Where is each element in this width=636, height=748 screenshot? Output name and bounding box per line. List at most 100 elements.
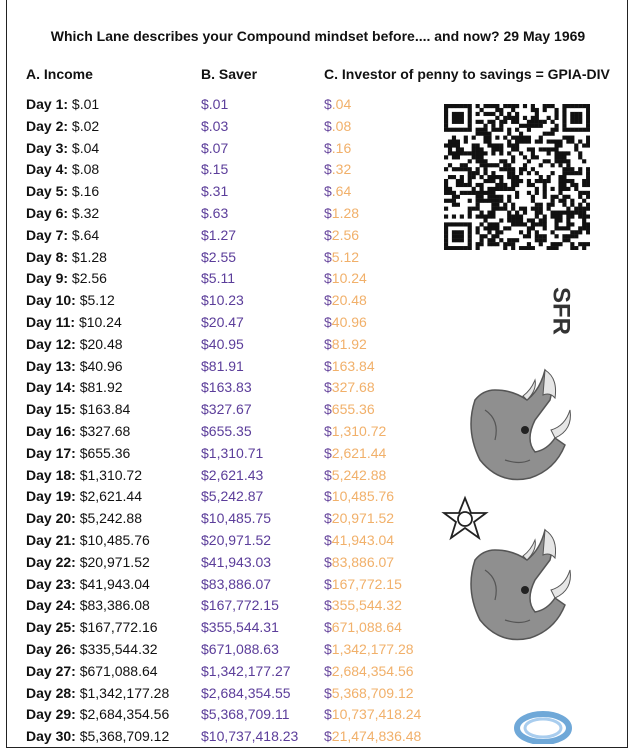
investor-value: .64 — [331, 183, 352, 200]
investor-value: 10,485.76 — [331, 488, 395, 505]
income-value: $40.96 — [79, 357, 123, 374]
income-value: $167,772.16 — [79, 619, 158, 636]
investor-row: $5,242.88 — [324, 465, 421, 487]
saver-value: $5,242.87 — [201, 488, 264, 505]
income-row: Day 28: $1,342,177.28 — [26, 683, 169, 705]
saver-value: $2,684,354.55 — [201, 684, 291, 701]
saver-value: $.01 — [201, 96, 229, 112]
investor-row: $81.92 — [324, 334, 421, 356]
income-row: Day 15: $163.84 — [26, 399, 169, 421]
income-value: $.08 — [71, 161, 100, 178]
day-label: Day 19: — [26, 488, 76, 505]
investor-row: $327.68 — [324, 377, 421, 399]
investor-value: 81.92 — [331, 335, 367, 352]
day-label: Day 4: — [26, 161, 69, 178]
saver-value: $671,088.63 — [201, 640, 279, 657]
income-row: Day 19: $2,621.44 — [26, 486, 169, 508]
investor-dollar-sign: $ — [324, 379, 332, 396]
page-title: Which Lane describes your Compound minds… — [50, 28, 586, 44]
income-row: Day 25: $167,772.16 — [26, 617, 169, 639]
saver-value: $2,621.43 — [201, 466, 264, 483]
investor-dollar-sign: $ — [324, 270, 332, 287]
investor-row: $5.12 — [324, 247, 421, 269]
day-label: Day 29: — [26, 706, 76, 723]
income-value: $41,943.04 — [79, 575, 150, 592]
saver-value: $.07 — [201, 139, 229, 156]
investor-row: $10,737,418.24 — [324, 704, 421, 726]
saver-value: $40.95 — [201, 335, 244, 352]
day-label: Day 1: — [26, 96, 69, 112]
investor-value: 40.96 — [331, 313, 367, 330]
income-value: $20,971.52 — [79, 553, 150, 570]
saver-value: $163.83 — [201, 379, 252, 396]
saver-value: $10,485.75 — [201, 510, 272, 527]
income-value: $.01 — [71, 96, 100, 112]
investor-value: 167,772.15 — [331, 575, 402, 592]
income-row: Day 17: $655.36 — [26, 443, 169, 465]
investor-dollar-sign: $ — [324, 335, 332, 352]
saver-value: $20.47 — [201, 313, 244, 330]
investor-dollar-sign: $ — [324, 161, 332, 178]
saver-column: $.01 $.03 $.07 $.15 $.31 $.63 $1.27 $2.55 $5.11 $… — [201, 94, 298, 748]
income-value: $671,088.64 — [79, 662, 158, 679]
saver-value: $167,772.15 — [201, 597, 279, 614]
investor-value: .08 — [331, 117, 352, 134]
income-value: $.16 — [71, 183, 100, 200]
column-header-income: A. Income — [26, 66, 93, 82]
day-label: Day 26: — [26, 640, 76, 657]
day-label: Day 5: — [26, 183, 69, 200]
investor-row: $.64 — [324, 181, 421, 203]
investor-value: .04 — [331, 96, 352, 112]
investor-value: 21,474,836.48 — [331, 728, 422, 745]
income-row: Day 18: $1,310.72 — [26, 465, 169, 487]
income-row: Day 20: $5,242.88 — [26, 508, 169, 530]
investor-row: $2.56 — [324, 225, 421, 247]
income-value: $.64 — [71, 226, 100, 243]
investor-dollar-sign: $ — [324, 466, 332, 483]
income-row: Day 23: $41,943.04 — [26, 574, 169, 596]
investor-dollar-sign: $ — [324, 96, 332, 112]
saver-value: $2.55 — [201, 248, 237, 265]
investor-row: $41,943.04 — [324, 530, 421, 552]
sfr-logo-text: SFR — [548, 287, 575, 335]
investor-value: 1,342,177.28 — [331, 640, 414, 657]
investor-dollar-sign: $ — [324, 510, 332, 527]
income-row: Day 7: $.64 — [26, 225, 169, 247]
income-row: Day 26: $335,544.32 — [26, 639, 169, 661]
income-value: $655.36 — [79, 444, 131, 461]
investor-dollar-sign: $ — [324, 575, 332, 592]
income-value: $2.56 — [71, 270, 107, 287]
saver-value: $5,368,709.11 — [201, 706, 290, 723]
investor-value: .32 — [331, 161, 352, 178]
day-label: Day 3: — [26, 139, 69, 156]
day-label: Day 15: — [26, 401, 76, 418]
investor-row: $163.84 — [324, 356, 421, 378]
day-label: Day 16: — [26, 422, 76, 439]
income-value: $327.68 — [79, 422, 131, 439]
investor-row: $1,342,177.28 — [324, 639, 421, 661]
day-label: Day 2: — [26, 117, 69, 134]
investor-dollar-sign: $ — [324, 444, 332, 461]
saver-value: $.63 — [201, 204, 229, 221]
income-row: Day 3: $.04 — [26, 138, 169, 160]
income-row: Day 24: $83,386.08 — [26, 595, 169, 617]
investor-row: $2,621.44 — [324, 443, 421, 465]
day-label: Day 13: — [26, 357, 76, 374]
investor-dollar-sign: $ — [324, 183, 332, 200]
investor-row: $20.48 — [324, 290, 421, 312]
saver-value: $.03 — [201, 117, 229, 134]
income-row: Day 4: $.08 — [26, 159, 169, 181]
investor-row: $655.36 — [324, 399, 421, 421]
investor-dollar-sign: $ — [324, 204, 332, 221]
investor-value: 10.24 — [331, 270, 367, 287]
day-label: Day 30: — [26, 728, 76, 745]
investor-row: $21,474,836.48 — [324, 726, 421, 748]
day-label: Day 18: — [26, 466, 76, 483]
investor-dollar-sign: $ — [324, 553, 332, 570]
investor-dollar-sign: $ — [324, 248, 332, 265]
investor-row: $20,971.52 — [324, 508, 421, 530]
day-label: Day 21: — [26, 531, 76, 548]
day-label: Day 17: — [26, 444, 76, 461]
income-value: $5,242.88 — [79, 510, 142, 527]
income-row: Day 16: $327.68 — [26, 421, 169, 443]
